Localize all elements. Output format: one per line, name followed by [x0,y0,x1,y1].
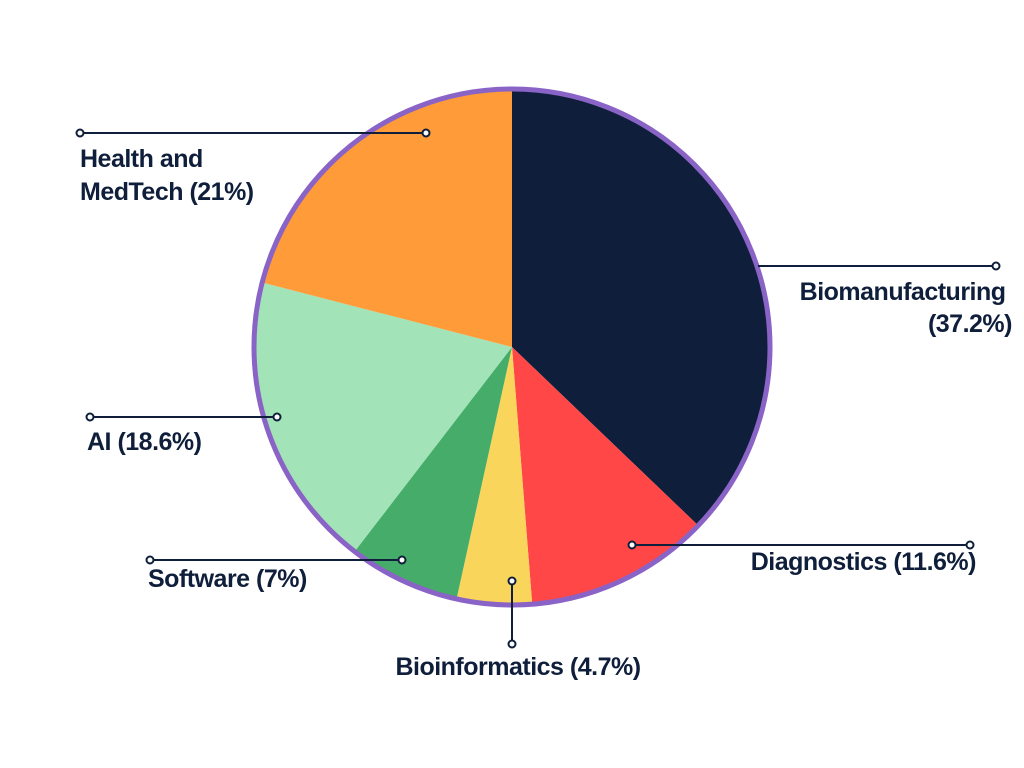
pie-slice-ai [255,283,512,550]
pie-slices [255,91,768,603]
pie-slice-diagnostics [512,347,697,603]
pie-slice-bioinformatics [456,347,533,603]
label-ai: AI (18.6%) [87,428,202,456]
label-health-medtech: Health and MedTech (21%) [80,145,254,206]
leader-ai [85,412,282,422]
leader-dot [421,128,431,138]
leader-bioinformatics [507,576,517,649]
label-bioinformatics: Bioinformatics (4.7%) [395,653,640,681]
leader-dot [507,576,517,586]
leader-dot [965,540,975,550]
leader-software [145,555,407,565]
leader-lines [75,128,1001,649]
label-biomanufacturing: Biomanufacturing (37.2%) [800,278,1013,338]
pie-slice-software [355,347,512,598]
label-diagnostics: Diagnostics (11.6%) [751,548,976,576]
leader-health-medtech [75,128,431,138]
leader-dot [507,639,517,649]
pie-slice-health-and-medtech [264,91,512,347]
leader-biomanufacturing [758,261,1001,271]
leader-dot [75,128,85,138]
leader-dot [145,555,155,565]
leader-dot [991,261,1001,271]
leader-dot [85,412,95,422]
label-software: Software (7%) [148,565,307,593]
leader-dot [272,412,282,422]
pie-slice-biomanufacturing [512,91,768,525]
leader-diagnostics [627,540,975,550]
leader-dot [397,555,407,565]
leader-dot [627,540,637,550]
